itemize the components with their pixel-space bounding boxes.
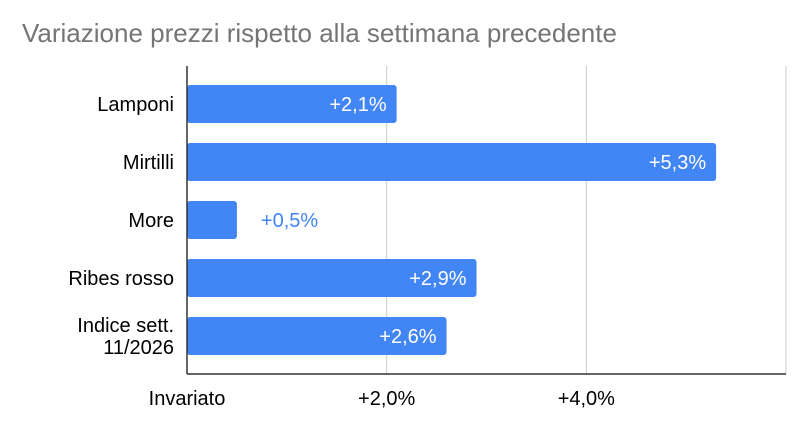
category-label-3: Ribes rosso bbox=[68, 268, 174, 290]
bar-4 bbox=[187, 317, 447, 355]
category-label-4-line-0: Indice sett. bbox=[77, 315, 174, 337]
category-label-2: More bbox=[128, 210, 174, 232]
category-label-0: Lamponi bbox=[97, 94, 174, 116]
bar-3 bbox=[187, 259, 477, 297]
x-tick-label-0: Invariato bbox=[149, 388, 226, 410]
bars bbox=[187, 85, 717, 355]
bar-data-label-3: +2,9% bbox=[409, 268, 466, 290]
chart-title: Variazione prezzi rispetto alla settiman… bbox=[22, 18, 617, 48]
category-label-4-line-1: 11/2026 bbox=[103, 337, 174, 359]
x-tick-label-2: +4,0% bbox=[558, 388, 615, 410]
bar-2 bbox=[187, 201, 237, 239]
labels: +2,1% +5,3% +0,5% +2,9% +2,6% Lamponi Mirtilli… bbox=[68, 94, 706, 410]
bar-data-label-4: +2,6% bbox=[379, 326, 436, 348]
bar-0 bbox=[187, 85, 397, 123]
x-tick-label-1: +2,0% bbox=[358, 388, 415, 410]
axes bbox=[186, 66, 786, 375]
bar-data-label-2: +0,5% bbox=[261, 210, 318, 232]
bar-data-label-0: +2,1% bbox=[329, 94, 386, 116]
category-label-1: Mirtilli bbox=[123, 152, 174, 174]
bar-1 bbox=[187, 143, 717, 181]
bar-data-label-1: +5,3% bbox=[649, 152, 706, 174]
